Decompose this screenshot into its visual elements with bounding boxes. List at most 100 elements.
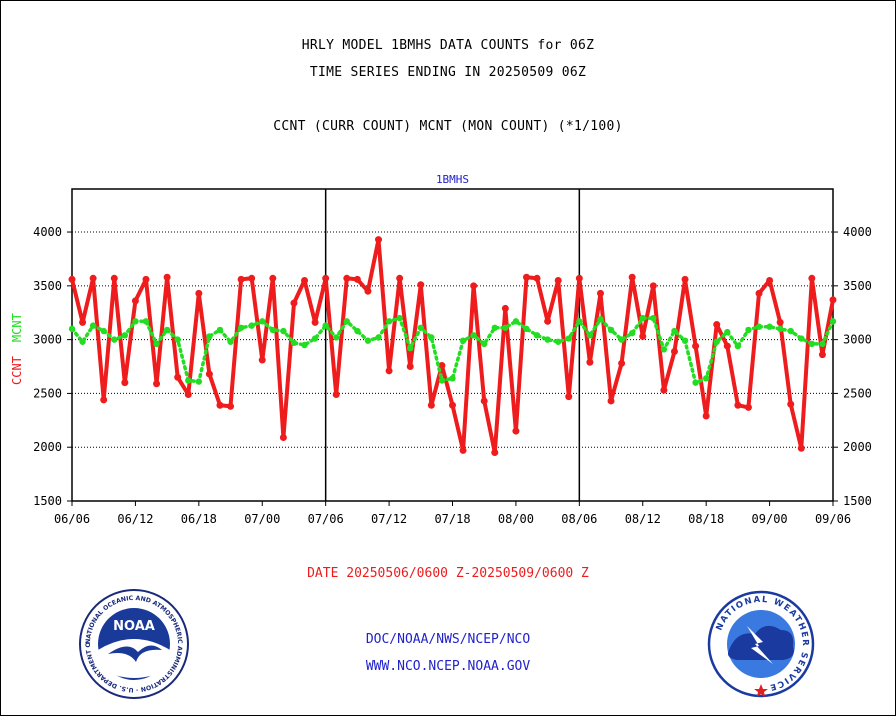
- x-tick-label: 07/06: [308, 512, 344, 526]
- data-point-ccnt: [554, 276, 562, 284]
- y-tick-label-right: 3500: [843, 279, 872, 293]
- data-point-ccnt: [301, 276, 309, 284]
- data-point-mcnt: [311, 335, 319, 342]
- data-point-mcnt: [628, 329, 636, 337]
- data-point-mcnt: [206, 333, 213, 340]
- data-point-mcnt: [650, 314, 657, 322]
- data-point-ccnt: [787, 400, 795, 408]
- data-point-mcnt: [829, 318, 837, 325]
- y-tick-label-right: 3000: [843, 333, 872, 347]
- x-tick-label: 08/12: [625, 512, 661, 526]
- data-point-ccnt: [829, 296, 837, 304]
- data-point-mcnt: [597, 315, 604, 323]
- data-point-ccnt: [279, 434, 287, 442]
- data-point-mcnt: [290, 339, 298, 347]
- data-point-mcnt: [502, 324, 509, 331]
- data-point-ccnt: [533, 274, 541, 282]
- data-point-mcnt: [216, 326, 224, 334]
- x-tick-label: 09/06: [815, 512, 851, 526]
- data-point-ccnt: [100, 396, 108, 404]
- data-point-mcnt: [153, 340, 160, 348]
- data-point-ccnt: [702, 412, 710, 420]
- x-tick-label: 06/12: [117, 512, 153, 526]
- y-axis-label: CCNT MCNT: [10, 313, 24, 385]
- data-point-mcnt: [523, 325, 530, 333]
- data-point-mcnt: [449, 375, 456, 382]
- y-axis-label-ccnt: CCNT: [10, 356, 24, 385]
- series-line-ccnt: [70, 237, 835, 455]
- data-point-ccnt: [131, 297, 139, 305]
- data-point-ccnt: [713, 321, 721, 329]
- y-tick-label-left: 3000: [33, 333, 62, 347]
- y-tick-label-left: 2500: [33, 386, 62, 400]
- data-point-mcnt: [417, 324, 424, 331]
- data-point-ccnt: [628, 273, 636, 281]
- data-point-ccnt: [766, 276, 774, 284]
- data-point-mcnt: [68, 325, 76, 333]
- y-tick-label-right: 2000: [843, 440, 872, 454]
- data-point-ccnt: [544, 317, 552, 325]
- data-point-mcnt: [174, 336, 181, 343]
- data-point-ccnt: [438, 361, 446, 369]
- data-point-ccnt: [248, 274, 256, 282]
- y-tick-label-left: 4000: [33, 225, 62, 239]
- data-point-ccnt: [364, 287, 372, 295]
- data-point-ccnt: [322, 274, 330, 282]
- data-point-mcnt: [808, 340, 816, 348]
- data-point-ccnt: [723, 342, 731, 350]
- data-point-ccnt: [184, 390, 192, 398]
- data-point-ccnt: [565, 393, 573, 401]
- data-point-ccnt: [195, 289, 203, 297]
- x-tick-label: 07/18: [434, 512, 470, 526]
- data-point-mcnt: [322, 322, 329, 329]
- data-point-ccnt: [174, 373, 182, 381]
- data-point-ccnt: [258, 356, 266, 364]
- data-point-mcnt: [639, 314, 646, 322]
- x-tick-label: 08/06: [561, 512, 597, 526]
- data-point-ccnt: [205, 370, 213, 378]
- data-point-ccnt: [396, 274, 404, 282]
- y-tick-label-left: 3500: [33, 279, 62, 293]
- data-point-mcnt: [618, 336, 625, 343]
- data-point-mcnt: [459, 337, 467, 344]
- noaa-logo-text: NOAA: [113, 619, 155, 634]
- y-tick-label-left: 2000: [33, 440, 62, 454]
- data-point-ccnt: [163, 273, 171, 281]
- data-point-ccnt: [79, 318, 87, 326]
- data-point-mcnt: [248, 322, 255, 329]
- data-point-ccnt: [649, 282, 657, 290]
- data-point-mcnt: [375, 334, 382, 341]
- data-point-ccnt: [618, 359, 626, 367]
- data-point-ccnt: [734, 401, 742, 409]
- y-tick-label-right: 2500: [843, 386, 872, 400]
- data-point-mcnt: [819, 340, 826, 348]
- data-point-mcnt: [100, 327, 107, 335]
- data-point-ccnt: [586, 358, 594, 366]
- website-link[interactable]: WWW.NCO.NCEP.NOAA.GOV: [365, 659, 531, 674]
- data-point-ccnt: [808, 274, 816, 282]
- data-point-ccnt: [480, 397, 488, 405]
- data-point-ccnt: [459, 446, 467, 454]
- data-point-ccnt: [607, 397, 615, 405]
- y-tick-label-left: 1500: [33, 494, 62, 508]
- data-point-ccnt: [68, 275, 76, 283]
- data-point-mcnt: [586, 332, 594, 339]
- data-point-mcnt: [111, 336, 118, 343]
- x-tick-label: 08/18: [688, 512, 724, 526]
- data-point-ccnt: [406, 363, 414, 371]
- data-point-mcnt: [787, 327, 794, 335]
- data-point-ccnt: [353, 275, 361, 283]
- data-point-mcnt: [692, 379, 699, 386]
- data-point-mcnt: [660, 346, 668, 353]
- data-point-mcnt: [554, 338, 562, 345]
- data-point-ccnt: [660, 386, 668, 394]
- data-point-ccnt: [227, 402, 235, 410]
- data-point-ccnt: [427, 401, 435, 409]
- data-point-ccnt: [818, 351, 826, 359]
- data-point-ccnt: [417, 281, 425, 289]
- data-point-ccnt: [596, 289, 604, 297]
- data-point-ccnt: [142, 275, 150, 283]
- data-point-ccnt: [343, 274, 351, 282]
- data-point-ccnt: [575, 274, 583, 282]
